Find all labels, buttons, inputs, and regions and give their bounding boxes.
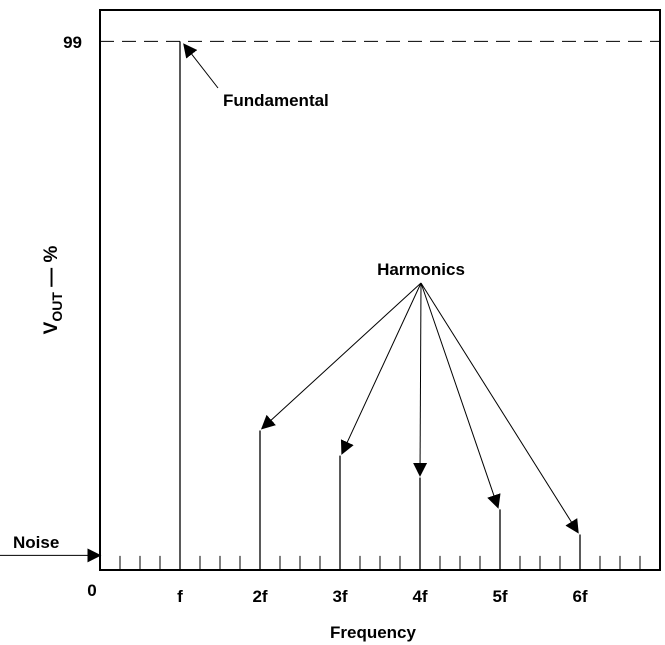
x-tick-label-6f: 6f [572,587,587,606]
origin-label: 0 [87,581,96,600]
x-tick-label-5f: 5f [492,587,507,606]
plot-frame [99,9,661,571]
spectral-lines: f 2f 3f 4f 5f 6f [177,41,588,606]
harmonic-arrow-3f [340,282,422,455]
harmonic-arrow-5f [420,282,501,509]
noise-label: Noise [13,533,59,552]
y-axis-label-main: V [41,321,62,334]
harmonic-arrow-4f [413,282,428,477]
fundamental-label: Fundamental [223,91,329,110]
y-axis-label-suffix: — % [41,246,62,293]
y-tick-label: 99 [63,33,82,52]
annotation-arrows [0,43,579,563]
noise-ticks [119,555,641,570]
harmonics-label: Harmonics [377,260,465,279]
y-axis-label-subscript: OUT [49,292,65,322]
y-axis-label: VOUT — % [41,246,65,335]
fundamental-arrow [183,43,219,89]
x-tick-label-2f: 2f [252,587,267,606]
x-tick-label-3f: 3f [332,587,347,606]
x-axis-label: Frequency [330,623,417,642]
x-tick-label-4f: 4f [412,587,427,606]
harmonic-arrow-2f [260,282,422,430]
x-tick-label-f: f [177,587,183,606]
harmonic-arrow-6f [420,282,579,534]
